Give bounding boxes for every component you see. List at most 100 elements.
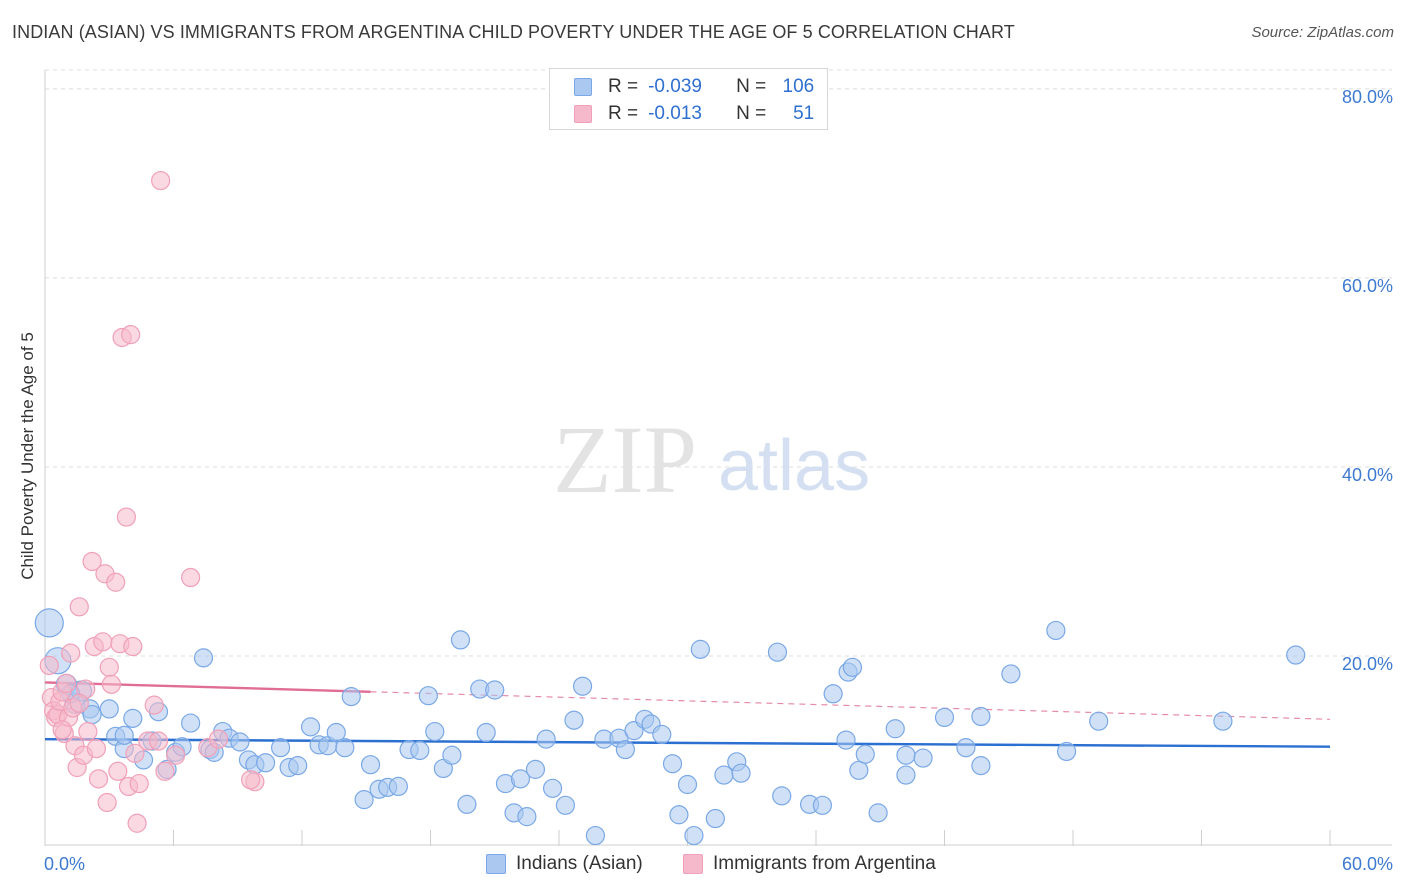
data-point-indians bbox=[812, 795, 833, 815]
watermark-zip: ZIP bbox=[553, 406, 697, 513]
bottom-legend-swatch-argentina bbox=[683, 854, 703, 874]
data-point-indians bbox=[181, 713, 201, 733]
data-point-indians bbox=[849, 760, 869, 780]
legend-swatch-indians bbox=[574, 78, 592, 96]
bottom-legend-label-argentina: Immigrants from Argentina bbox=[713, 853, 936, 874]
data-point-indians bbox=[971, 706, 991, 727]
chart-title: INDIAN (ASIAN) VS IMMIGRANTS FROM ARGENT… bbox=[12, 22, 1015, 42]
data-point-argentina bbox=[155, 761, 175, 781]
data-point-indians bbox=[99, 699, 119, 719]
watermark: ZIP atlas bbox=[553, 406, 870, 513]
data-point-indians bbox=[485, 680, 505, 700]
data-point-argentina bbox=[69, 597, 89, 617]
legend-row-argentina: R = -0.013 N = 51 bbox=[574, 102, 814, 126]
data-point-indians bbox=[517, 807, 537, 827]
trend-line-argentina bbox=[44, 681, 371, 693]
data-point-indians bbox=[896, 745, 916, 765]
legend-n-value: 51 bbox=[793, 103, 815, 124]
data-point-indians bbox=[652, 724, 672, 745]
data-point-indians bbox=[842, 657, 863, 677]
data-point-argentina bbox=[78, 721, 98, 742]
grid-lines bbox=[45, 69, 1392, 657]
data-point-indians bbox=[913, 748, 933, 768]
data-point-argentina bbox=[61, 643, 81, 663]
data-point-indians bbox=[731, 763, 751, 783]
data-point-indians bbox=[542, 778, 563, 798]
data-point-indians bbox=[934, 707, 955, 728]
bottom-legend-argentina: Immigrants from Argentina bbox=[683, 852, 936, 876]
data-points bbox=[34, 170, 1306, 846]
data-point-indians bbox=[767, 642, 788, 662]
data-point-indians bbox=[255, 753, 276, 773]
data-point-indians bbox=[418, 686, 438, 706]
data-point-indians bbox=[326, 722, 346, 743]
data-point-indians bbox=[705, 808, 725, 829]
y-tick-label: 40.0% bbox=[1342, 465, 1393, 485]
data-point-indians bbox=[971, 756, 991, 776]
legend-r-value: -0.039 bbox=[648, 76, 702, 97]
data-point-indians bbox=[410, 740, 430, 761]
data-point-argentina bbox=[125, 743, 145, 763]
data-point-indians bbox=[956, 738, 976, 758]
trend-line-argentina-extrapolated bbox=[370, 691, 1331, 720]
chart-source: Source: ZipAtlas.com bbox=[1251, 24, 1394, 41]
data-point-indians bbox=[885, 719, 905, 739]
data-point-indians bbox=[442, 745, 462, 765]
data-point-argentina bbox=[123, 636, 143, 657]
legend-swatch-argentina bbox=[574, 105, 592, 123]
legend-n-label: N = bbox=[736, 103, 767, 124]
x-tick-label: 60.0% bbox=[1342, 854, 1393, 874]
data-point-indians bbox=[1001, 664, 1021, 684]
data-point-indians bbox=[615, 739, 635, 760]
legend-r-value: -0.013 bbox=[648, 103, 702, 124]
data-point-indians bbox=[123, 708, 143, 728]
x-tick-label: 0.0% bbox=[44, 854, 85, 874]
y-tick-label: 20.0% bbox=[1342, 654, 1393, 674]
y-tick-labels: 20.0% 40.0% 60.0% 80.0% bbox=[1342, 87, 1393, 674]
data-point-indians bbox=[510, 769, 531, 789]
y-tick-label: 80.0% bbox=[1342, 87, 1393, 107]
bottom-legend-swatch-indians bbox=[486, 854, 506, 874]
data-point-indians bbox=[354, 790, 374, 810]
data-point-argentina bbox=[129, 773, 149, 794]
data-point-indians bbox=[341, 687, 361, 707]
data-point-indians bbox=[288, 756, 308, 776]
data-point-indians bbox=[1089, 711, 1109, 731]
data-point-indians bbox=[564, 710, 584, 730]
data-point-argentina bbox=[127, 813, 147, 833]
data-point-indians bbox=[1213, 711, 1233, 731]
data-point-argentina bbox=[101, 674, 121, 694]
data-point-indians bbox=[230, 732, 250, 752]
data-point-argentina bbox=[148, 731, 169, 751]
legend-r-label: R = bbox=[608, 103, 639, 124]
data-point-indians bbox=[772, 786, 792, 806]
data-point-argentina bbox=[108, 761, 128, 781]
data-point-argentina bbox=[56, 673, 77, 693]
data-point-indians bbox=[476, 722, 496, 743]
data-point-indians bbox=[855, 744, 875, 764]
data-point-indians bbox=[677, 774, 698, 795]
bottom-legend-indians: Indians (Asian) bbox=[486, 852, 643, 876]
data-point-indians bbox=[114, 725, 134, 745]
correlation-legend: R = -0.039 N = 106 R = -0.013 N = 51 bbox=[549, 68, 828, 130]
data-point-indians bbox=[555, 795, 576, 815]
legend-n-value: 106 bbox=[782, 76, 815, 97]
data-point-argentina bbox=[88, 769, 109, 789]
data-point-indians bbox=[868, 803, 888, 823]
data-point-indians bbox=[572, 676, 593, 696]
data-point-argentina bbox=[241, 770, 261, 790]
data-point-argentina bbox=[208, 729, 229, 749]
data-point-argentina bbox=[151, 170, 171, 191]
data-point-indians bbox=[1056, 741, 1077, 762]
data-point-indians bbox=[525, 759, 546, 779]
data-point-indians bbox=[388, 776, 408, 797]
data-point-argentina bbox=[116, 507, 136, 527]
data-point-indians bbox=[457, 794, 477, 814]
data-point-indians bbox=[300, 717, 321, 737]
legend-r-label: R = bbox=[608, 76, 639, 97]
data-point-indians bbox=[1046, 620, 1066, 641]
data-point-indians bbox=[836, 730, 856, 750]
data-point-indians bbox=[536, 729, 556, 749]
data-point-argentina bbox=[93, 632, 113, 652]
